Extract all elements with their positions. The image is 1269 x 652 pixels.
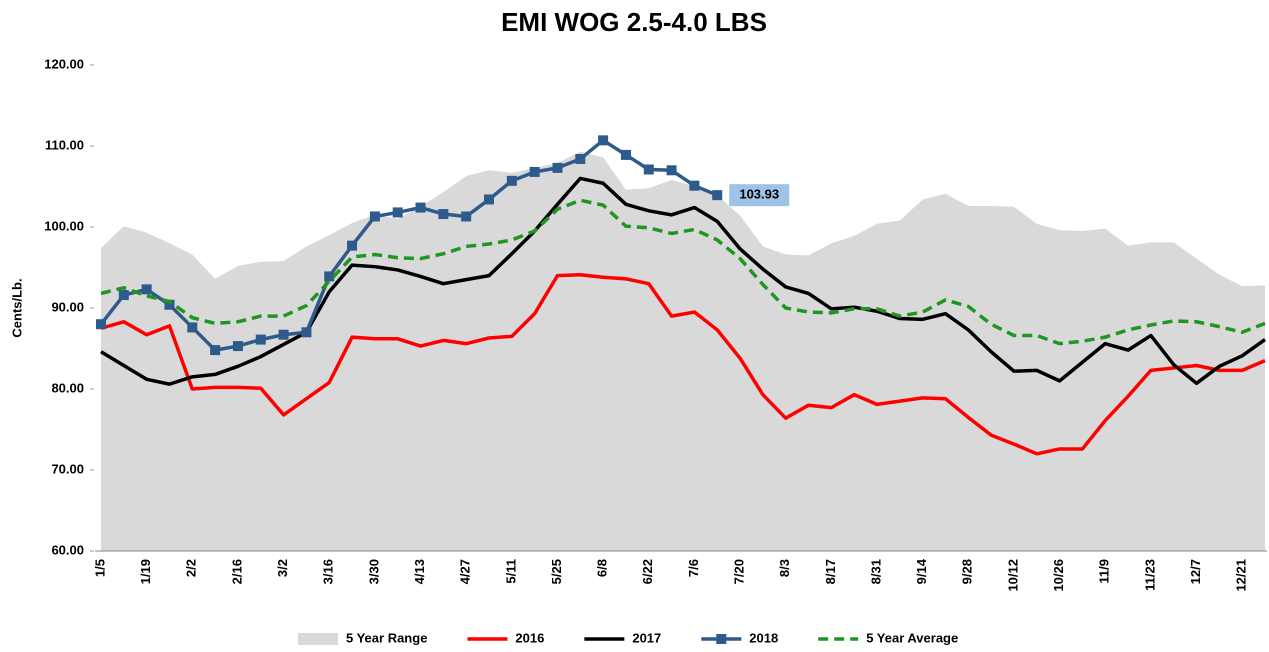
data-marker (461, 211, 472, 222)
series-line (99, 138, 718, 352)
x-tick-label: 12/7 (1188, 559, 1203, 584)
x-tick-label: 12/21 (1234, 559, 1249, 592)
x-tick-label: 9/14 (914, 558, 929, 584)
data-marker (347, 240, 358, 251)
data-marker (141, 284, 152, 295)
x-tick-label: 6/8 (595, 559, 610, 577)
data-marker (301, 327, 312, 338)
x-tick-label: 10/12 (1005, 559, 1020, 592)
x-tick-label: 5/11 (503, 559, 518, 584)
x-tick-label: 3/16 (321, 559, 336, 584)
data-marker (118, 290, 129, 301)
x-tick-label: 6/22 (640, 559, 655, 584)
data-marker (369, 211, 380, 222)
y-axis-label: Cents/Lb. (9, 278, 24, 337)
legend-marker (716, 634, 727, 644)
x-tick-label: 8/3 (777, 559, 792, 577)
legend-label: 2018 (749, 630, 778, 645)
y-tick-label: 110.00 (45, 137, 84, 152)
data-marker (415, 202, 426, 213)
series-line (100, 176, 1267, 386)
data-marker (438, 209, 449, 220)
x-tick-label: 3/30 (366, 559, 381, 584)
data-marker (529, 166, 540, 177)
data-marker (210, 345, 221, 356)
x-tick-label: 7/6 (686, 559, 701, 577)
x-tick-label: 4/27 (458, 559, 473, 584)
legend-label: 2016 (515, 630, 544, 645)
x-tick-label: 10/26 (1051, 559, 1066, 592)
chart-title: EMI WOG 2.5-4.0 LBS (501, 7, 767, 37)
data-marker (598, 135, 609, 146)
data-marker (164, 299, 175, 310)
data-marker (187, 322, 198, 333)
x-tick-label: 11/23 (1142, 559, 1157, 591)
x-tick-label: 2/2 (184, 559, 199, 577)
legend-label: 5 Year Average (866, 630, 958, 645)
data-marker (643, 164, 654, 175)
data-marker (666, 165, 677, 176)
data-marker (506, 175, 517, 186)
data-marker (552, 162, 563, 173)
x-tick-label: 9/28 (960, 559, 975, 584)
data-marker (324, 271, 335, 282)
y-tick-label: 70.00 (51, 461, 84, 476)
y-tick-label: 120.00 (44, 56, 84, 71)
x-tick-label: 8/31 (868, 559, 883, 584)
data-marker (392, 207, 403, 218)
data-marker (255, 334, 266, 345)
y-tick-label: 90.00 (51, 299, 84, 314)
x-tick-label: 11/9 (1097, 559, 1112, 584)
x-tick-label: 4/13 (412, 559, 427, 584)
data-marker (96, 319, 106, 330)
legend-label: 5 Year Range (346, 630, 427, 645)
data-marker (484, 194, 494, 205)
x-tick-label: 2/16 (229, 559, 244, 584)
y-tick-label: 100.00 (44, 218, 84, 233)
range-area (101, 151, 1265, 552)
x-tick-label: 1/5 (92, 559, 107, 577)
data-label: 103.93 (739, 187, 779, 202)
data-label-box (729, 184, 790, 207)
y-tick-label: 80.00 (51, 380, 84, 395)
legend-label: 2017 (632, 630, 661, 645)
series-line (100, 198, 1266, 346)
data-marker (712, 190, 723, 201)
x-tick-label: 1/19 (138, 559, 153, 584)
data-marker (620, 149, 631, 160)
data-marker (278, 329, 289, 340)
data-marker (689, 180, 700, 191)
data-marker (232, 341, 243, 352)
x-tick-label: 3/2 (275, 559, 290, 577)
data-marker (575, 153, 586, 164)
series-line (100, 273, 1266, 456)
x-tick-label: 7/20 (731, 559, 746, 584)
legend-swatch (298, 633, 338, 645)
x-tick-label: 5/25 (549, 559, 564, 584)
plot-area (96, 135, 1267, 552)
y-tick-label: 60.00 (51, 542, 84, 557)
x-tick-label: 8/17 (823, 559, 838, 584)
